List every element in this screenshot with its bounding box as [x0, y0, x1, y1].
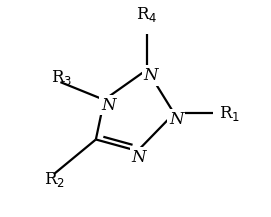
- Text: R$_1$: R$_1$: [219, 104, 240, 123]
- Text: N: N: [101, 97, 116, 113]
- Text: R$_2$: R$_2$: [44, 170, 65, 189]
- Text: R$_4$: R$_4$: [136, 5, 158, 24]
- Text: N: N: [131, 149, 146, 166]
- Text: N: N: [169, 111, 183, 128]
- Text: N: N: [143, 67, 158, 84]
- Text: R$_3$: R$_3$: [51, 68, 72, 87]
